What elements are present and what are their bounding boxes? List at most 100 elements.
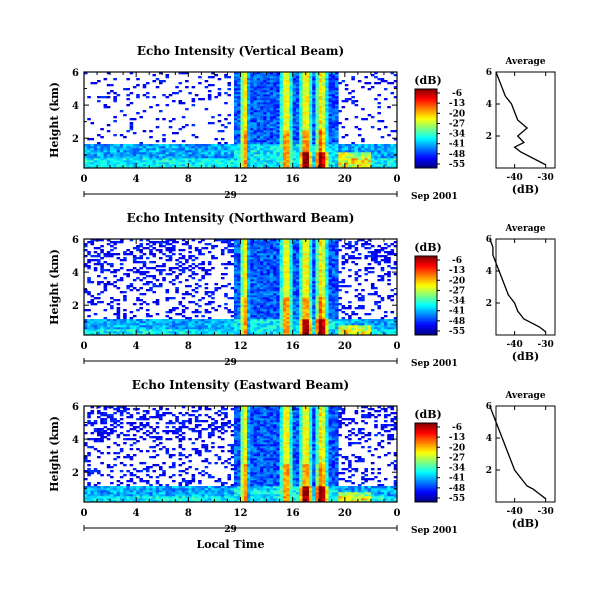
heat-cell [136,329,140,331]
heat-cell [335,84,339,86]
heat-cell [208,156,212,158]
heat-cell [247,88,251,90]
heat-cell [263,82,267,84]
heat-cell [241,263,245,265]
heat-cell [309,98,313,100]
heat-cell [257,134,261,136]
avg-title-0: Average [504,57,545,67]
heat-cell [241,118,245,120]
colorbar-title: (dB) [414,74,441,87]
heat-cell [273,295,277,297]
heat-cell [276,96,280,98]
heat-cell [149,289,153,291]
heat-cell [143,84,147,86]
heat-cell [234,289,238,291]
heat-cell [208,122,212,124]
avg-x-tick-label: -40 [506,173,522,183]
heat-cell [286,293,290,295]
heat-cell [214,245,218,247]
heat-cell [299,327,303,329]
heat-cell [276,134,280,136]
heat-cell [237,150,241,152]
heat-cell [100,156,104,158]
heat-cell [293,160,297,162]
heat-cell [302,293,306,295]
heat-cell [234,279,238,281]
heat-cell [250,152,254,154]
heat-cell [201,146,205,148]
heat-cell [224,293,228,295]
heat-cell [319,90,323,92]
heat-cell [358,134,362,136]
heat-cell [270,291,274,293]
heat-cell [358,152,362,154]
heat-cell [267,281,271,283]
heat-cell [329,88,333,90]
heat-cell [227,114,231,116]
colorbar-step [415,156,437,158]
heat-cell [280,325,284,327]
heat-cell [260,108,264,110]
heat-cell [315,162,319,164]
heat-cell [211,148,215,150]
heat-cell [234,116,238,118]
heat-cell [267,86,271,88]
heat-cell [237,245,241,247]
heat-cell [260,307,264,309]
heat-cell [107,283,111,285]
heat-cell [273,259,277,261]
heat-cell [299,289,303,291]
heat-cell [195,164,199,166]
heat-cell [149,281,153,283]
heat-cell [156,327,160,329]
heat-cell [192,100,196,102]
heat-cell [247,104,251,106]
heat-cell [254,78,258,80]
heat-cell [179,152,183,154]
heat-cell [185,80,189,82]
heat-cell [241,102,245,104]
heat-cell [332,80,336,82]
heat-cell [188,275,192,277]
heat-cell [306,295,310,297]
heat-cell [130,253,134,255]
heat-cell [270,74,274,76]
heat-cell [130,152,134,154]
heat-cell [192,267,196,269]
heat-cell [218,160,222,162]
heat-cell [263,96,267,98]
heat-cell [296,128,300,130]
heat-cell [162,152,166,154]
heat-cell [293,317,297,319]
heat-cell [302,299,306,301]
heat-cell [172,92,176,94]
heat-cell [335,92,339,94]
heat-cell [87,241,91,243]
heat-cell [237,154,241,156]
heat-cell [198,76,202,78]
heat-cell [286,146,290,148]
heat-cell [237,327,241,329]
heat-cell [208,325,212,327]
heat-cell [97,283,101,285]
heat-cell [315,269,319,271]
heat-cell [237,297,241,299]
heat-cell [175,287,179,289]
heat-cell [162,134,166,136]
heat-cell [208,327,212,329]
heat-cell [227,331,231,333]
heat-cell [302,305,306,307]
heat-cell [162,253,166,255]
heat-cell [280,259,284,261]
heat-cell [250,156,254,158]
heat-cell [218,162,222,164]
heat-cell [368,162,372,164]
heat-cell [224,329,228,331]
heat-cell [302,307,306,309]
heat-cell [247,299,251,301]
heat-cell [273,325,277,327]
heat-cell [283,275,287,277]
heat-cell [94,255,98,257]
heat-cell [250,126,254,128]
heat-cell [107,148,111,150]
